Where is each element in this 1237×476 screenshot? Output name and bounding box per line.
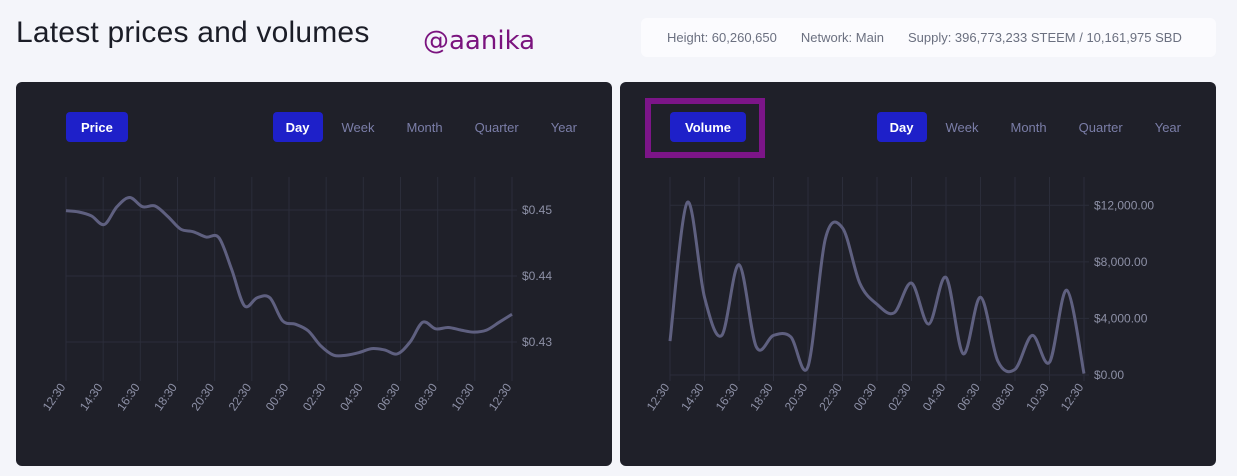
x-tick-label: 06:30 [954, 380, 983, 413]
x-tick-label: 20:30 [188, 380, 217, 413]
series-line [65, 195, 513, 358]
x-tick-label: 12:30 [486, 380, 515, 413]
page-title: Latest prices and volumes [16, 16, 370, 49]
tab-quarter[interactable]: Quarter [1078, 119, 1123, 135]
tab-quarter[interactable]: Quarter [474, 119, 519, 135]
highlight-box [645, 98, 765, 158]
series-line [668, 200, 1086, 374]
tab-day[interactable]: Day [272, 112, 323, 142]
x-tick-label: 20:30 [782, 380, 811, 413]
block-height: Height: 60,260,650 [667, 30, 777, 45]
supply-info: Supply: 396,773,233 STEEM / 10,161,975 S… [907, 30, 1182, 45]
x-tick-label: 04:30 [920, 380, 949, 413]
price-range-tabs: Day Week Month Quarter Year [267, 112, 590, 142]
tab-year[interactable]: Year [1154, 119, 1181, 135]
x-tick-label: 22:30 [816, 380, 845, 413]
y-tick-label: $0.00 [1094, 368, 1124, 382]
x-tick-label: 16:30 [114, 380, 143, 413]
x-tick-label: 14:30 [77, 380, 106, 413]
x-tick-label: 08:30 [989, 380, 1018, 413]
tab-week[interactable]: Week [341, 119, 375, 135]
volume-button[interactable]: Volume [670, 112, 746, 142]
x-tick-label: 06:30 [374, 380, 403, 413]
x-tick-label: 18:30 [747, 380, 776, 413]
volume-range-tabs: Day Week Month Quarter Year [871, 112, 1194, 142]
y-tick-label: $4,000.00 [1094, 311, 1148, 325]
x-tick-label: 10:30 [1023, 380, 1052, 413]
y-tick-label: $0.44 [522, 269, 552, 283]
y-tick-label: $0.45 [522, 203, 552, 217]
price-panel: Price Day Week Month Quarter Year 12:30 1… [16, 82, 612, 466]
tab-month[interactable]: Month [406, 119, 443, 135]
x-tick-label: 22:30 [226, 380, 255, 413]
x-tick-label: 12:30 [40, 380, 69, 413]
tab-week[interactable]: Week [945, 119, 979, 135]
price-chart: 12:30 14:30 16:30 18:30 20:30 22:30 00:30 02:30… [40, 177, 552, 413]
tab-day[interactable]: Day [876, 112, 927, 142]
x-tick-label: 16:30 [713, 380, 742, 413]
x-tick-label: 04:30 [337, 380, 366, 413]
x-tick-label: 02:30 [885, 380, 914, 413]
x-tick-label: 18:30 [151, 380, 180, 413]
x-tick-label: 02:30 [300, 380, 329, 413]
y-tick-label: $0.43 [522, 335, 552, 349]
tab-month[interactable]: Month [1010, 119, 1047, 135]
x-tick-label: 14:30 [678, 380, 707, 413]
x-tick-label: 10:30 [449, 380, 478, 413]
volume-chart: 12:30 14:30 16:30 18:30 20:30 22:30 00:30 02:30… [644, 177, 1154, 413]
x-tick-label: 12:30 [644, 380, 673, 413]
x-tick-label: 08:30 [411, 380, 440, 413]
volume-panel: Volume Day Week Month Quarter Year 12:30… [620, 82, 1216, 466]
watermark: @aanika [423, 26, 536, 56]
network-stats-bar: Height: 60,260,650 Network: Main Supply:… [641, 18, 1216, 57]
price-button[interactable]: Price [66, 112, 128, 142]
y-tick-label: $12,000.00 [1094, 198, 1154, 212]
tab-year[interactable]: Year [550, 119, 577, 135]
x-tick-label: 00:30 [851, 380, 880, 413]
x-tick-label: 12:30 [1058, 380, 1087, 413]
y-tick-label: $8,000.00 [1094, 255, 1148, 269]
network-name: Network: Main [800, 30, 884, 45]
x-tick-label: 00:30 [263, 380, 292, 413]
